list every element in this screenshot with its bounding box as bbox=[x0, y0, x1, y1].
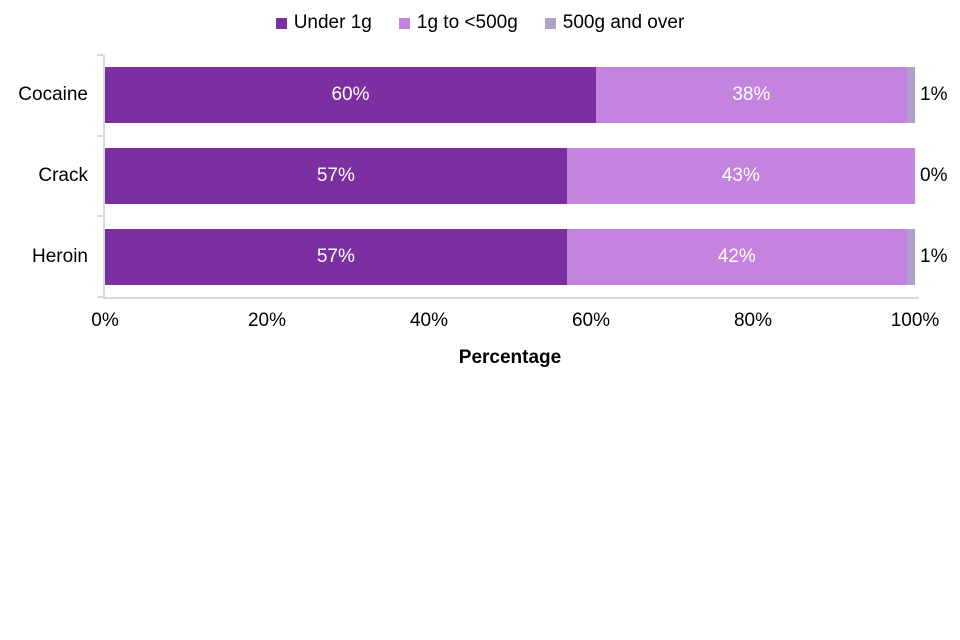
stacked-bar: 57% 42% 1% bbox=[105, 228, 947, 285]
bar-row-crack: Crack 57% 43% 0% bbox=[38, 136, 947, 217]
legend-label: Under 1g bbox=[293, 12, 372, 33]
bar-outside-value-label: 1% bbox=[920, 84, 948, 106]
category-label: Cocaine bbox=[18, 84, 88, 106]
legend-swatch-icon bbox=[275, 17, 287, 29]
plot-area: Cocaine 60% 38% 1% Crack 57% 43% 0% Heroin 57% 42%… bbox=[18, 54, 947, 299]
bar-value-label: 60% bbox=[331, 84, 370, 106]
bar-segment-under-1g: 60% bbox=[105, 67, 596, 124]
y-axis-tick bbox=[97, 215, 103, 218]
bar-value-label: 57% bbox=[316, 165, 355, 186]
y-axis-line bbox=[103, 55, 105, 297]
bar-outside-value-label: 0% bbox=[920, 165, 948, 186]
legend-label: 500g and over bbox=[562, 12, 685, 33]
bar-segment-1g-to-500g: 43% bbox=[566, 148, 915, 204]
bar-row-heroin: Heroin 57% 42% 1% bbox=[32, 216, 947, 297]
legend-swatch-icon bbox=[544, 17, 556, 29]
x-axis-title: Percentage bbox=[458, 347, 562, 368]
bar-segment-500g-and-over bbox=[906, 67, 915, 124]
x-axis-tick-label: 40% bbox=[409, 310, 449, 331]
category-label: Crack bbox=[38, 165, 88, 186]
chart-legend: Under 1g 1g to <500g 500g and over bbox=[0, 12, 960, 34]
x-axis-tick-label: 60% bbox=[571, 310, 611, 331]
bar-segment-1g-to-500g: 42% bbox=[566, 228, 907, 285]
category-label: Heroin bbox=[32, 245, 88, 267]
y-axis-tick bbox=[97, 296, 103, 298]
bar-segment-under-1g: 57% bbox=[105, 148, 567, 204]
bar-outside-value-label: 1% bbox=[920, 245, 948, 267]
x-axis-tick-label: 20% bbox=[247, 310, 287, 331]
bars-container: Cocaine 60% 38% 1% Crack 57% 43% 0% Heroin 57% 42%… bbox=[18, 55, 947, 297]
x-axis-tick-labels: 0% 20% 40% 60% 80% 100% bbox=[91, 310, 939, 336]
x-axis-tick-label: 100% bbox=[890, 310, 940, 331]
legend-item-500g-and-over: 500g and over bbox=[544, 12, 685, 34]
bar-value-label: 43% bbox=[721, 165, 760, 186]
bar-value-label: 57% bbox=[316, 245, 355, 267]
x-axis-tick-label: 80% bbox=[733, 310, 773, 331]
y-axis-tick bbox=[97, 134, 103, 137]
bar-segment-under-1g: 57% bbox=[105, 228, 567, 285]
x-axis-line bbox=[103, 297, 919, 299]
legend-item-under-1g: Under 1g bbox=[275, 12, 372, 34]
bar-value-label: 42% bbox=[717, 245, 756, 267]
stacked-bar: 57% 43% 0% bbox=[105, 148, 947, 204]
bar-row-cocaine: Cocaine 60% 38% 1% bbox=[18, 55, 947, 136]
stacked-bar: 60% 38% 1% bbox=[105, 67, 947, 124]
bar-value-label: 38% bbox=[732, 84, 771, 106]
legend-swatch-icon bbox=[398, 17, 410, 29]
x-axis-tick-label: 0% bbox=[91, 310, 119, 331]
legend-label: 1g to <500g bbox=[416, 12, 518, 33]
y-axis-tick bbox=[97, 54, 103, 56]
bar-segment-500g-and-over bbox=[906, 228, 915, 285]
bar-segment-1g-to-500g: 38% bbox=[595, 67, 907, 124]
legend-item-1g-to-500g: 1g to <500g bbox=[398, 12, 518, 34]
